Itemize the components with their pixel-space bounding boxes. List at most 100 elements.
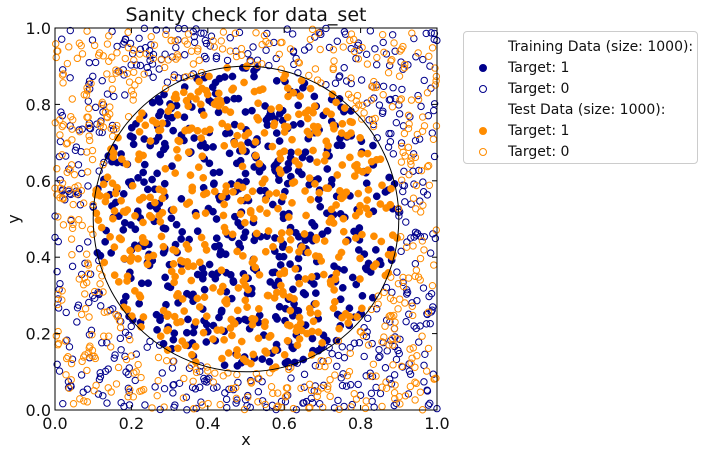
- test-point-target-1: [261, 196, 270, 204]
- training-point-target-0: [85, 298, 93, 307]
- test-point-target-1: [237, 196, 245, 205]
- test-point-target-0: [124, 44, 133, 52]
- training-point-target-0: [103, 399, 111, 407]
- training-point-target-0: [338, 343, 346, 351]
- training-point-target-0: [429, 303, 437, 311]
- training-point-target-1: [371, 246, 380, 254]
- test-point-target-1: [200, 240, 209, 249]
- test-point-target-1: [174, 344, 182, 353]
- test-point-target-0: [112, 66, 120, 74]
- training-point-target-0: [62, 308, 70, 317]
- training-point-target-1: [299, 289, 308, 297]
- test-point-target-1: [290, 295, 298, 303]
- training-point-target-1: [316, 202, 325, 211]
- test-point-target-1: [169, 260, 178, 268]
- test-point-target-1: [268, 142, 277, 151]
- training-point-target-0: [249, 43, 257, 51]
- test-point-target-1: [233, 131, 242, 140]
- test-point-target-0: [314, 29, 323, 37]
- test-point-target-0: [58, 179, 67, 187]
- training-point-target-0: [141, 401, 149, 409]
- test-point-target-0: [84, 269, 93, 278]
- test-point-target-1: [173, 111, 182, 119]
- test-point-target-0: [85, 104, 93, 113]
- test-point-target-1: [305, 130, 314, 139]
- test-point-target-0: [104, 384, 112, 392]
- training-point-target-0: [402, 218, 410, 226]
- test-point-target-1: [342, 188, 351, 197]
- test-point-target-0: [52, 40, 60, 48]
- test-point-target-1: [353, 160, 361, 169]
- training-point-target-0: [325, 343, 333, 352]
- test-point-target-0: [432, 77, 440, 85]
- test-point-target-0: [61, 337, 70, 345]
- training-point-target-0: [403, 290, 411, 298]
- test-point-target-1: [367, 157, 376, 166]
- test-point-target-1: [295, 313, 304, 322]
- test-point-target-0: [411, 363, 419, 371]
- test-point-target-1: [279, 74, 288, 83]
- training-point-target-1: [167, 214, 176, 223]
- test-point-target-1: [314, 328, 323, 336]
- test-point-target-0: [424, 161, 433, 170]
- training-point-target-0: [400, 167, 408, 176]
- test-point-target-0: [372, 372, 380, 380]
- training-point-target-0: [294, 69, 302, 77]
- training-point-target-1: [161, 224, 170, 233]
- test-point-target-0: [84, 261, 93, 269]
- training-point-target-0: [421, 350, 429, 358]
- legend-label: Test Data (size: 1000):: [508, 102, 666, 118]
- training-point-target-1: [148, 175, 156, 184]
- test-point-target-0: [125, 78, 134, 86]
- test-point-target-1: [227, 315, 236, 324]
- test-point-target-1: [364, 210, 373, 218]
- test-point-target-1: [322, 150, 330, 159]
- training-point-target-0: [132, 350, 141, 358]
- training-point-target-0: [160, 384, 169, 393]
- test-point-target-0: [253, 61, 262, 69]
- test-point-target-1: [248, 187, 257, 196]
- training-point-target-0: [180, 24, 189, 33]
- test-point-target-0: [67, 235, 76, 243]
- training-point-target-0: [71, 146, 80, 155]
- test-point-target-1: [338, 119, 347, 128]
- test-point-target-1: [304, 248, 312, 257]
- training-point-target-0: [397, 58, 405, 66]
- training-point-target-1: [332, 336, 341, 345]
- test-point-target-1: [195, 258, 204, 267]
- training-point-target-0: [223, 403, 231, 412]
- test-point-target-1: [143, 260, 152, 269]
- training-point-target-0: [425, 292, 433, 301]
- test-point-target-0: [358, 43, 366, 52]
- test-point-target-1: [138, 109, 146, 118]
- test-point-target-1: [109, 214, 117, 223]
- test-point-target-1: [357, 150, 366, 158]
- training-point-target-0: [419, 178, 427, 186]
- training-point-target-1: [369, 141, 377, 150]
- training-point-target-1: [209, 168, 218, 177]
- test-point-target-1: [241, 296, 250, 305]
- test-point-target-0: [247, 379, 256, 387]
- test-point-target-1: [303, 329, 311, 338]
- training-point-target-0: [330, 404, 339, 412]
- test-point-target-0: [217, 37, 225, 45]
- test-point-target-0: [126, 385, 134, 394]
- test-point-target-0: [324, 382, 332, 391]
- test-point-target-0: [65, 43, 73, 51]
- test-point-target-1: [296, 92, 304, 100]
- test-point-target-1: [312, 299, 320, 308]
- test-point-target-0: [211, 369, 219, 377]
- training-point-target-1: [265, 357, 274, 366]
- test-point-target-1: [271, 346, 280, 354]
- training-point-target-0: [56, 279, 64, 288]
- test-point-target-1: [102, 192, 111, 201]
- training-point-target-0: [212, 54, 221, 63]
- test-point-target-0: [106, 110, 114, 118]
- training-point-target-1: [268, 200, 277, 209]
- test-point-target-1: [201, 127, 209, 136]
- training-point-target-0: [182, 393, 191, 401]
- test-point-target-1: [139, 313, 148, 321]
- test-point-target-0: [393, 335, 401, 343]
- test-point-target-1: [186, 171, 195, 179]
- test-point-target-0: [305, 71, 313, 80]
